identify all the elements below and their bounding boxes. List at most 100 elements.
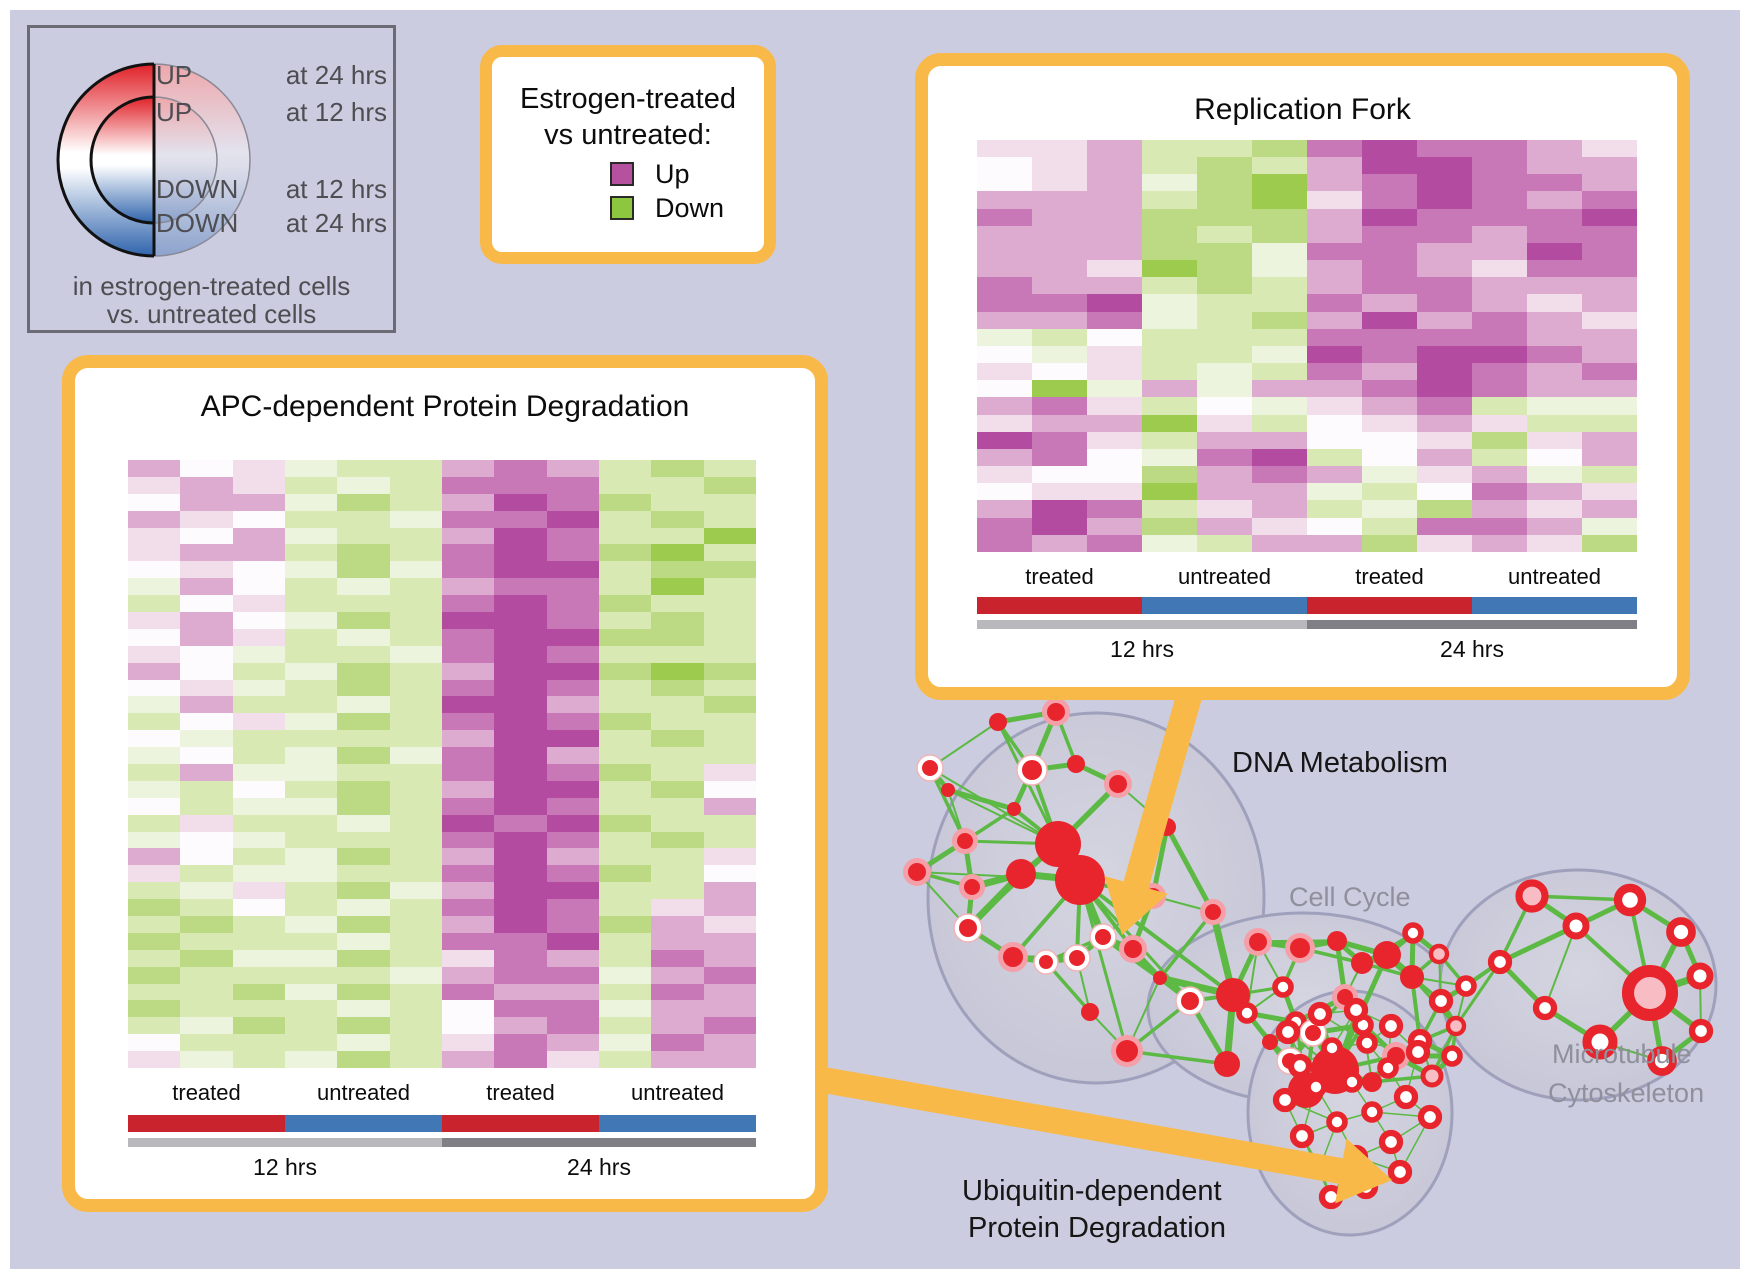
- heatmap-cell: [598, 713, 652, 731]
- heatmap-cell: [1142, 414, 1197, 432]
- heatmap-cell: [1197, 517, 1252, 535]
- heatmap-cell: [977, 363, 1032, 381]
- heatmap-cell: [389, 949, 442, 967]
- heatmap-cell: [180, 1051, 233, 1068]
- heatmap-cell: [1197, 328, 1252, 346]
- network-node: [1307, 1001, 1333, 1027]
- apc-heatmap: [128, 460, 756, 1068]
- heatmap-cell: [1032, 294, 1087, 312]
- heatmap-cell: [598, 916, 652, 933]
- heatmap-cell: [1142, 466, 1197, 484]
- network-node-core: [1249, 933, 1267, 951]
- heatmap-cell: [284, 966, 338, 984]
- heatmap-cell: [337, 696, 390, 714]
- heatmap-cell: [128, 713, 181, 731]
- heatmap-cell: [232, 612, 285, 629]
- heatmap-cell: [703, 1017, 756, 1035]
- heatmap-cell: [180, 764, 233, 781]
- heatmap-cell: [389, 730, 442, 748]
- heatmap-cell: [1582, 500, 1637, 518]
- heatmap-cell: [389, 780, 442, 798]
- label-microtubule: Microtubule: [1552, 1039, 1692, 1069]
- heatmap-cell: [1362, 431, 1417, 449]
- heatmap-cell: [703, 696, 756, 714]
- heatmap-cell: [703, 1051, 756, 1068]
- heatmap-cell: [232, 595, 285, 612]
- network-node: [1613, 883, 1647, 917]
- heatmap-cell: [1032, 466, 1087, 484]
- heatmap-cell: [1362, 397, 1417, 415]
- heatmap-cell: [977, 225, 1032, 243]
- heatmap-cell: [1032, 534, 1087, 552]
- heatmap-cell: [180, 628, 233, 646]
- heatmap-cell: [389, 662, 442, 680]
- heatmap-cell: [1142, 483, 1197, 501]
- heatmap-cell: [1142, 294, 1197, 312]
- heatmap-cell: [441, 696, 495, 714]
- heatmap-cell: [128, 899, 181, 916]
- heatmap-cell: [651, 1000, 704, 1018]
- heatmap-cell: [651, 628, 704, 646]
- network-node: [1515, 879, 1549, 913]
- network-node: [989, 713, 1007, 731]
- heatmap-cell: [1362, 225, 1417, 243]
- heatmap-cell: [1417, 500, 1472, 518]
- heatmap-cell: [128, 1017, 181, 1035]
- heatmap-cell: [651, 645, 704, 663]
- heatmap-cell: [546, 612, 599, 629]
- heatmap-cell: [389, 527, 442, 545]
- repfork-group-labels: treated untreated treated untreated: [977, 564, 1637, 590]
- heatmap-cell: [651, 1051, 704, 1068]
- heatmap-cell: [1472, 225, 1527, 243]
- heatmap-cell: [337, 595, 390, 612]
- heatmap-cell: [546, 949, 599, 967]
- heatmap-cell: [1252, 260, 1307, 278]
- heatmap-cell: [1472, 260, 1527, 278]
- heatmap-cell: [1472, 483, 1527, 501]
- repfork-24hrs-label: 24 hrs: [1440, 636, 1504, 662]
- heatmap-cell: [1087, 483, 1142, 501]
- heatmap-cell: [1252, 448, 1307, 467]
- network-node: [1055, 855, 1105, 905]
- heatmap-cell: [232, 814, 285, 832]
- heatmap-cell: [598, 645, 652, 663]
- heatmap-cell: [1582, 345, 1637, 364]
- updown-legend-box: Estrogen-treated vs untreated: Up Down: [480, 45, 776, 264]
- time-bar-12hrs: [128, 1138, 442, 1147]
- heatmap-cell: [1527, 345, 1582, 364]
- heatmap-cell: [1472, 242, 1527, 261]
- heatmap-cell: [1087, 414, 1142, 432]
- heatmap-cell: [128, 1034, 181, 1052]
- heatmap-cell: [128, 848, 181, 866]
- heatmap-cell: [337, 797, 390, 815]
- heatmap-cell: [494, 814, 547, 832]
- heatmap-cell: [546, 527, 599, 545]
- heatmap-cell: [441, 848, 495, 866]
- heatmap-cell: [180, 679, 233, 697]
- heatmap-cell: [546, 848, 599, 866]
- heatmap-cell: [337, 1017, 390, 1035]
- heatmap-cell: [598, 561, 652, 579]
- heatmap-cell: [546, 1000, 599, 1018]
- heatmap-cell: [232, 628, 285, 646]
- heatmap-cell: [1417, 431, 1472, 449]
- heatmap-cell: [977, 345, 1032, 364]
- heatmap-cell: [1582, 483, 1637, 501]
- heatmap-cell: [703, 460, 756, 477]
- heatmap-cell: [1087, 363, 1142, 381]
- heatmap-cell: [494, 460, 547, 477]
- heatmap-cell: [1197, 380, 1252, 398]
- heatmap-cell: [651, 797, 704, 815]
- heatmap-cell: [703, 797, 756, 815]
- heatmap-cell: [180, 882, 233, 900]
- heatmap-cell: [284, 628, 338, 646]
- heatmap-cell: [180, 1000, 233, 1018]
- heatmap-cell: [494, 476, 547, 494]
- heatmap-cell: [128, 476, 181, 494]
- heatmap-cell: [1527, 380, 1582, 398]
- heatmap-cell: [337, 527, 390, 545]
- network-edge: [1126, 1049, 1228, 1066]
- heatmap-cell: [1142, 277, 1197, 295]
- heatmap-cell: [1472, 157, 1527, 175]
